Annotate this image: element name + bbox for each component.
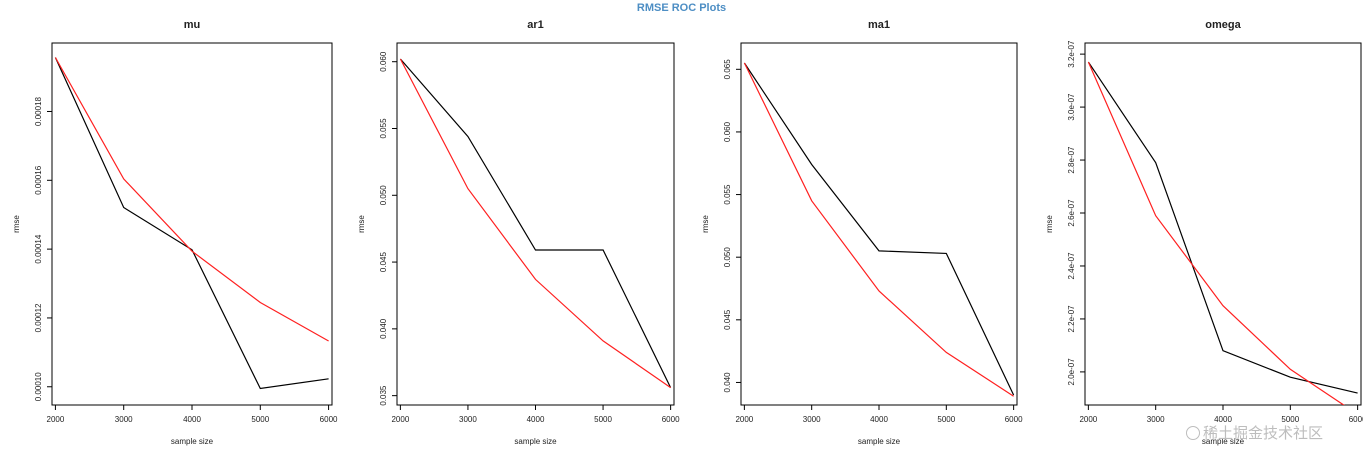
chart-mu-xtick-label: 5000 — [251, 415, 269, 424]
chart-mu-ytick-label: 0.00018 — [34, 96, 43, 125]
chart-ar1-xtick-label: 5000 — [594, 415, 612, 424]
chart-ar1-ylabel: rmse — [357, 215, 366, 233]
chart-mu-ylabel: rmse — [12, 215, 21, 233]
chart-omega-ytick-label: 3.2e-07 — [1067, 40, 1076, 68]
chart-ar1-ytick-label: 0.040 — [379, 318, 388, 339]
chart-ma1-frame — [740, 42, 1018, 406]
chart-omega-series-red — [1087, 61, 1345, 405]
chart-omega-xlabel: sample size — [1202, 437, 1245, 446]
chart-mu-series-black — [54, 57, 329, 390]
chart-mu-xtick-label: 3000 — [115, 415, 133, 424]
chart-omega-ytick-label: 2.6e-07 — [1067, 199, 1076, 227]
chart-omega-ytick-label: 3.0e-07 — [1067, 93, 1076, 121]
chart-omega-xtick-label: 2000 — [1079, 415, 1097, 424]
chart-ma1-title: ma1 — [868, 19, 890, 31]
chart-omega-xtick-label: 5000 — [1281, 415, 1299, 424]
chart-mu-frame — [51, 42, 333, 406]
chart-mu-xtick-label: 4000 — [183, 415, 201, 424]
main-title: RMSE ROC Plots — [636, 2, 727, 14]
chart-mu-ytick-label: 0.00010 — [34, 372, 43, 401]
chart-omega-ytick-label: 2.0e-07 — [1067, 358, 1076, 386]
chart-ma1-xtick-label: 2000 — [735, 415, 753, 424]
chart-omega-title: omega — [1205, 19, 1241, 31]
chart-ar1-series-black — [399, 58, 672, 388]
chart-mu-xtick-label: 6000 — [320, 415, 338, 424]
chart-mu-title: mu — [184, 19, 201, 31]
chart-ma1-ytick-label: 0.060 — [723, 121, 732, 142]
chart-ma1-ytick-label: 0.040 — [723, 372, 732, 393]
chart-mu-series-red — [54, 57, 329, 342]
chart-ar1-series-red — [399, 58, 671, 389]
chart-omega-ylabel: rmse — [1045, 215, 1054, 233]
chart-ma1-xtick-label: 3000 — [803, 415, 821, 424]
chart-ar1-ytick-label: 0.050 — [379, 185, 388, 206]
chart-mu-ytick-label: 0.00014 — [34, 234, 43, 263]
chart-ar1-xtick-label: 6000 — [662, 415, 680, 424]
chart-ma1-ylabel: rmse — [701, 215, 710, 233]
chart-ma1-ytick-label: 0.045 — [723, 309, 732, 330]
chart-ma1-series-black — [743, 62, 1015, 396]
chart-omega-xtick-label: 4000 — [1214, 415, 1232, 424]
chart-ar1-title: ar1 — [527, 19, 544, 31]
chart-ar1-frame — [396, 42, 675, 406]
watermark: 稀土掘金技术社区 — [1186, 422, 1323, 443]
watermark-logo-icon — [1186, 426, 1200, 440]
chart-ar1-ytick-label: 0.060 — [379, 51, 388, 72]
chart-ma1-xtick-label: 6000 — [1005, 415, 1023, 424]
chart-mu-xtick-label: 2000 — [47, 415, 65, 424]
chart-mu-ytick-label: 0.00016 — [34, 165, 43, 194]
chart-omega-series-black — [1087, 61, 1358, 394]
chart-ma1-ytick-label: 0.055 — [723, 184, 732, 205]
chart-omega-xtick-label: 3000 — [1147, 415, 1165, 424]
chart-omega-xtick-label: 6000 — [1349, 415, 1363, 424]
chart-omega-ytick-label: 2.2e-07 — [1067, 305, 1076, 333]
chart-ar1-ytick-label: 0.055 — [379, 118, 388, 139]
chart-ar1-xtick-label: 3000 — [459, 415, 477, 424]
chart-ma1-ytick-label: 0.050 — [723, 247, 732, 268]
chart-ma1-xtick-label: 5000 — [937, 415, 955, 424]
chart-mu-ytick-label: 0.00012 — [34, 303, 43, 332]
chart-ar1-xtick-label: 2000 — [391, 415, 409, 424]
chart-ma1-xlabel: sample size — [858, 437, 901, 446]
chart-ar1-xtick-label: 4000 — [527, 415, 545, 424]
chart-ar1-ytick-label: 0.045 — [379, 252, 388, 273]
chart-omega-ytick-label: 2.8e-07 — [1067, 146, 1076, 174]
chart-mu-xlabel: sample size — [171, 437, 214, 446]
chart-ma1-ytick-label: 0.065 — [723, 59, 732, 80]
chart-ma1-xtick-label: 4000 — [870, 415, 888, 424]
chart-ma1-series-red — [743, 62, 1014, 397]
chart-ar1-ytick-label: 0.035 — [379, 385, 388, 406]
watermark-text: 稀土掘金技术社区 — [1203, 425, 1324, 442]
chart-ar1-xlabel: sample size — [514, 437, 557, 446]
chart-omega-ytick-label: 2.4e-07 — [1067, 252, 1076, 280]
